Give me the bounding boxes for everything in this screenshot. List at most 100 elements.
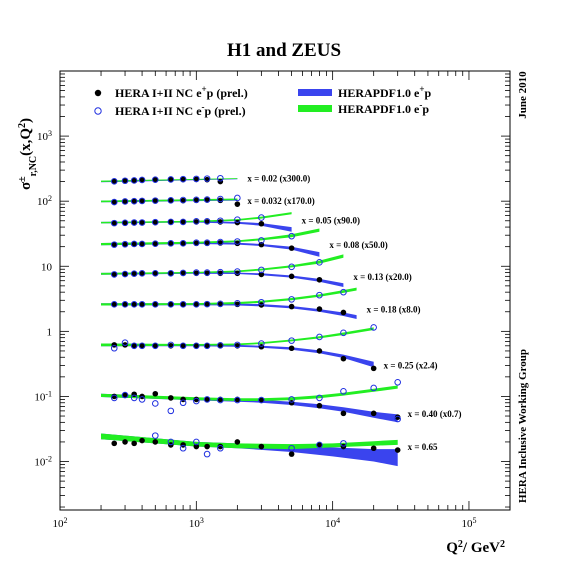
ep-minus-point-8-8: [340, 440, 347, 447]
ep-minus-point-2-6: [179, 218, 187, 226]
ep-plus-point-1-4: [152, 198, 159, 204]
bin-label-6: x = 0.25 (x2.4): [384, 360, 438, 370]
x-tick-label-2: 104: [325, 516, 340, 531]
ep-plus-point-7-14: [340, 410, 347, 417]
ep-minus-point-2-8: [203, 218, 211, 225]
ep-minus-point-4-13: [316, 259, 323, 266]
group-note: HERA Inclusive Working Group: [517, 349, 529, 503]
ep-minus-point-0-1: [121, 177, 129, 185]
ep-minus-point-7-12: [288, 396, 295, 403]
ep-minus-point-5-1: [121, 301, 129, 308]
ep-minus-point-7-6: [179, 399, 187, 407]
ep-plus-point-8-11: [258, 443, 265, 450]
ep-plus-point-7-7: [193, 396, 200, 403]
ep-minus-point-6-11: [258, 340, 265, 347]
ep-minus-point-7-10: [234, 396, 241, 404]
ep-minus-point-6-9: [217, 342, 224, 349]
ep-minus-point-4-8: [203, 269, 211, 276]
ep-minus-point-5-8: [203, 300, 211, 308]
ep-minus-point-5-6: [179, 301, 187, 308]
ep-plus-point-5-13: [316, 306, 323, 312]
ep-minus-point-4-5: [167, 269, 175, 277]
ep-plus-point-8-15: [370, 445, 377, 452]
legend-label-3: HERAPDF1.0 e-p: [338, 100, 429, 116]
ep-plus-point-7-15: [370, 410, 377, 417]
ep-minus-point-0-9: [217, 174, 224, 182]
ep-minus-band-6: [101, 327, 374, 347]
ep-minus-point-5-5: [167, 301, 175, 308]
ep-minus-point-2-7: [193, 218, 200, 225]
ep-minus-point-6-7: [193, 342, 200, 350]
ep-minus-point-6-10: [234, 341, 241, 349]
ep-minus-point-7-9: [217, 396, 224, 404]
ep-plus-point-2-5: [168, 219, 174, 225]
ep-plus-point-5-7: [193, 301, 200, 308]
ep-plus-point-4-5: [168, 270, 174, 277]
ep-minus-point-7-13: [316, 394, 323, 402]
ep-plus-point-6-15: [370, 365, 377, 372]
ep-plus-point-0-9: [217, 178, 224, 185]
ep-minus-point-6-8: [203, 342, 211, 350]
ep-minus-point-7-14: [340, 387, 347, 395]
y-tick-label-1: 10-1: [34, 389, 52, 404]
ep-plus-point-5-8: [204, 301, 210, 308]
ep-minus-point-5-9: [217, 300, 224, 308]
ep-minus-point-6-14: [340, 329, 347, 337]
axis-ticks: 102 103 104 105 10-2 10-1 1 10 102 103: [34, 71, 511, 531]
legend-marker-0: [94, 89, 102, 97]
bin-label-5: x = 0.18 (x8.0): [367, 304, 421, 314]
ep-minus-point-1-2: [130, 197, 138, 205]
ep-plus-point-1-7: [193, 197, 200, 204]
ep-minus-point-8-1: [167, 438, 175, 446]
ep-plus-point-4-1: [122, 271, 128, 277]
legend-marker-1: [94, 107, 102, 115]
ep-minus-band-7: [101, 385, 398, 401]
ep-minus-point-3-12: [288, 232, 295, 240]
bin-label-1: x = 0.032 (x170.0): [247, 196, 314, 206]
legend-label-1: HERA I+II NC e-p (prel.): [115, 102, 246, 118]
ep-plus-point-4-11: [258, 271, 265, 278]
ep-plus-point-3-3: [139, 241, 145, 247]
y-tick-label-0: 10-2: [34, 454, 52, 469]
ep-minus-point-6-15: [370, 324, 377, 331]
plot-frame: [59, 70, 511, 511]
ep-minus-point-8-4: [203, 450, 211, 458]
bin-label-0: x = 0.02 (x300.0): [247, 174, 310, 184]
legend: HERA I+II NC e+p (prel.) HERA I+II NC e-p…: [94, 84, 431, 118]
ep-minus-point-3-3: [138, 240, 146, 248]
ep-plus-point-6-3: [139, 342, 145, 349]
ep-plus-point-0-4: [152, 177, 159, 183]
ep-minus-point-0-0: [110, 178, 118, 185]
ep-minus-point-7-4: [151, 400, 159, 407]
ep-minus-point-5-11: [258, 298, 265, 306]
ep-minus-point-4-2: [130, 270, 138, 277]
ep-minus-point-2-11: [258, 214, 265, 221]
ep-plus-point-5-3: [139, 301, 145, 308]
ep-minus-point-8-2: [179, 444, 187, 452]
ep-plus-point-1-1: [122, 198, 128, 205]
ep-plus-point-7-13: [316, 402, 323, 409]
ep-plus-point-2-2: [131, 220, 137, 226]
ep-plus-point-7-16: [394, 414, 401, 420]
ep-plus-point-4-12: [288, 273, 295, 280]
ep-minus-point-1-5: [167, 197, 175, 204]
ep-minus-point-0-2: [130, 177, 138, 184]
ep-plus-point-7-6: [180, 396, 186, 403]
ep-plus-point-8-0: [111, 440, 118, 447]
ep-plus-point-4-3: [139, 270, 145, 277]
chart-title: H1 and ZEUS: [227, 40, 341, 61]
ep-plus-point-6-13: [316, 348, 323, 354]
ep-minus-point-5-4: [151, 301, 159, 308]
x-tick-label-0: 102: [53, 516, 68, 531]
bin-labels: x = 0.02 (x300.0) x = 0.032 (x170.0) x = 0…: [247, 174, 461, 452]
legend-label-2: HERAPDF1.0 e+p: [338, 84, 431, 100]
ep-plus-band-3: [101, 242, 320, 257]
ep-minus-point-8-7: [316, 441, 323, 449]
ep-minus-point-8-0: [151, 432, 159, 439]
ep-plus-point-5-0: [111, 301, 118, 308]
ep-plus-point-2-0: [111, 220, 118, 226]
ep-minus-point-5-10: [234, 299, 241, 307]
ep-minus-point-3-10: [234, 238, 241, 245]
ep-minus-point-4-10: [234, 268, 241, 275]
